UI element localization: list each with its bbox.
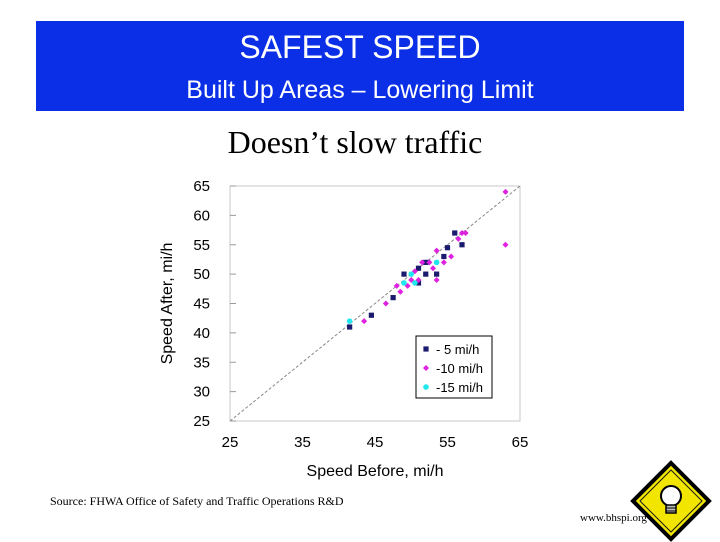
speed-scatter-chart: 25 30 35 40 45 50 55 60 65 25 35 45 55 65 Speed Before… (159, 178, 529, 480)
series-10-point (430, 265, 436, 272)
y-tick-label: 60 (193, 207, 210, 224)
x-tick-label: 25 (222, 434, 239, 451)
lightbulb-sign-icon (630, 460, 712, 542)
legend-marker (423, 346, 429, 352)
series-5-point (434, 271, 440, 277)
series-10-point (433, 247, 440, 254)
series-5-point (459, 242, 465, 248)
series-10-point (397, 288, 404, 295)
y-tick-label: 45 (193, 296, 210, 313)
y-tick-label: 30 (193, 384, 210, 401)
series-5-point (441, 253, 447, 260)
series-5-point (423, 259, 429, 265)
y-tick-label: 50 (193, 266, 210, 283)
series-10-point (440, 259, 447, 266)
legend-label: -15 mi/h (436, 380, 483, 395)
x-tick-label: 45 (367, 434, 384, 451)
legend-marker (423, 384, 429, 390)
series-5-point (444, 245, 451, 251)
series-10-point (393, 282, 400, 289)
series-10-point (426, 259, 433, 266)
legend-label: - 5 mi/h (436, 342, 479, 357)
chart-heading: Doesn’t slow traffic (227, 124, 483, 160)
y-axis-label: Speed After, mi/h (159, 243, 176, 365)
series-5-point (415, 265, 422, 271)
series-10-point (462, 230, 469, 236)
series-5-point (423, 271, 429, 277)
y-tick-label: 65 (193, 178, 210, 195)
x-tick-label: 35 (294, 434, 311, 451)
series-15-point (346, 318, 353, 324)
series-10-point (459, 230, 465, 236)
series-5-point (452, 230, 458, 236)
series-10-point (419, 259, 426, 266)
slide-title: SAFEST SPEED (239, 29, 481, 65)
legend-label: -10 mi/h (436, 361, 483, 376)
series-5-point (368, 312, 374, 318)
series-15-point (433, 259, 440, 266)
slide-subtitle: Built Up Areas – Lowering Limit (186, 76, 534, 104)
y-tick-label: 55 (193, 237, 210, 254)
legend-marker (423, 365, 429, 371)
x-axis-label: Speed Before, mi/h (307, 463, 444, 480)
series-15-point (401, 280, 407, 286)
series-10-point (448, 253, 455, 260)
series-15-point (412, 280, 418, 286)
title-banner: SAFEST SPEED Built Up Areas – Lowering L… (36, 21, 684, 111)
website-url: www.bhspi.org (580, 512, 647, 524)
series-5-point (347, 324, 353, 330)
y-tick-label: 35 (193, 354, 210, 371)
series-15-point (408, 271, 415, 277)
series-5-point (390, 295, 396, 301)
series-10-point (433, 277, 440, 283)
series-10-point (455, 235, 462, 242)
series-10-point (502, 241, 509, 248)
y-tick-label: 25 (193, 413, 210, 430)
y-tick-label: 40 (193, 325, 210, 342)
series-5-point (401, 271, 407, 277)
reference-diagonal-line (229, 185, 521, 422)
x-tick-label: 55 (439, 434, 456, 451)
series-10-point (382, 300, 389, 307)
x-tick-label: 65 (512, 434, 529, 451)
source-note: Source: FHWA Office of Safety and Traffi… (50, 494, 344, 508)
series-10-point (502, 188, 509, 195)
series-10-point (361, 318, 368, 325)
